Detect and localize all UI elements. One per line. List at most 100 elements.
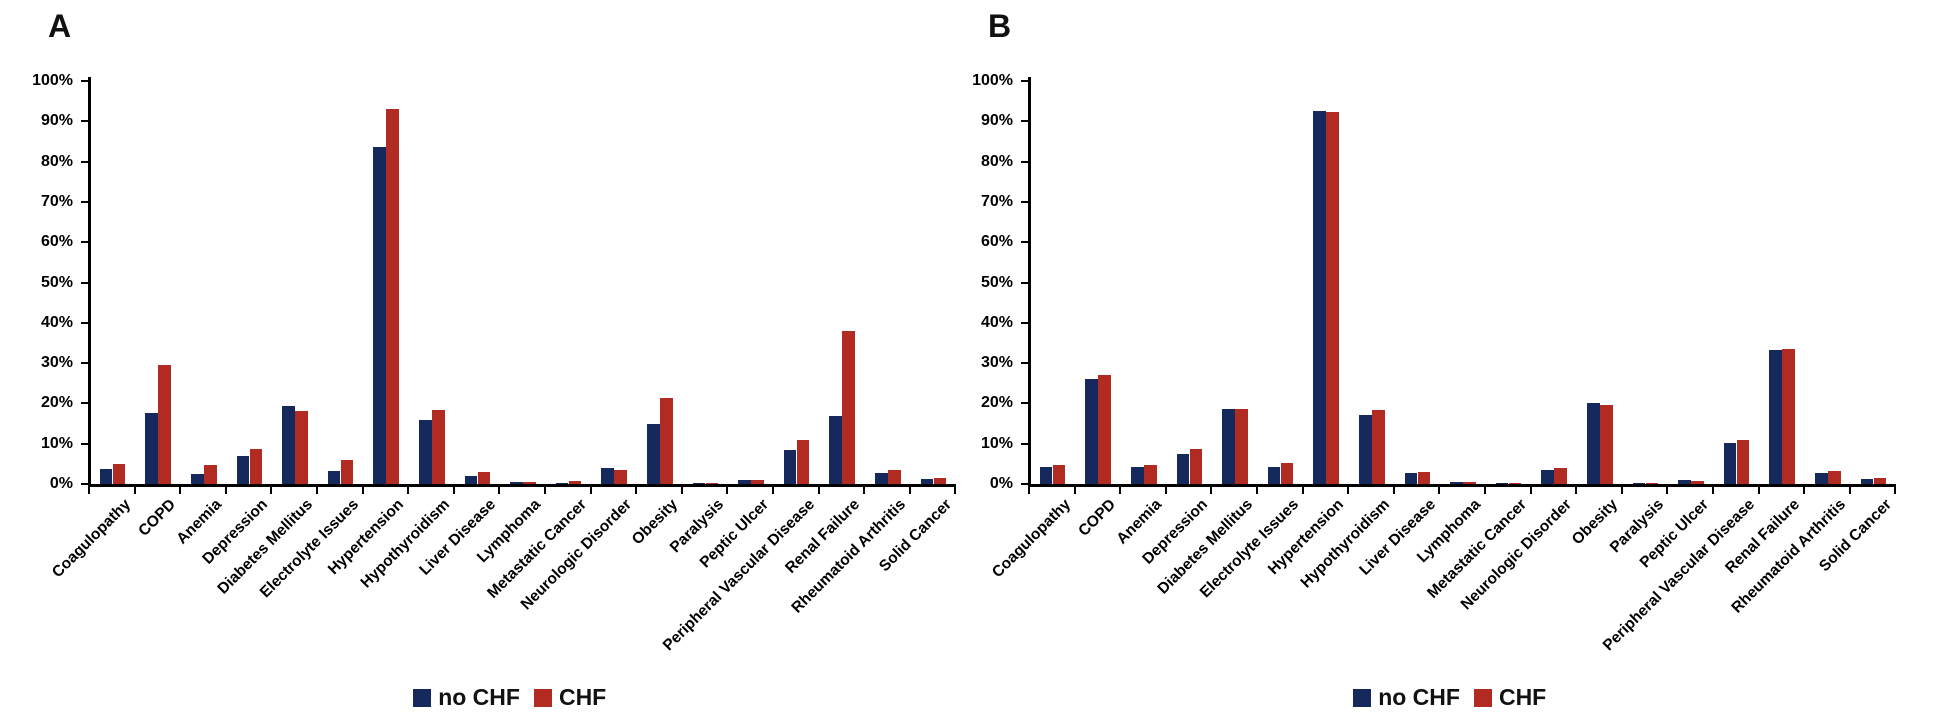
x-axis-tick	[589, 486, 592, 494]
x-axis-tick	[1484, 486, 1486, 494]
bar-chf-hypertension	[1326, 112, 1339, 484]
bar-chf-lymphoma	[523, 481, 536, 484]
bar-chf-rheumatoid-arthritis	[1828, 471, 1841, 484]
y-axis-tick-label: 40%	[980, 313, 1013, 331]
x-axis-tick	[1529, 486, 1532, 494]
bar-no-chf-electrolyte-issues	[1267, 466, 1281, 484]
y-axis-tick	[81, 442, 89, 445]
panel-b-title: B	[988, 8, 1012, 44]
bar-chf-hypertension	[386, 109, 399, 484]
y-axis-tick-label: 10%	[980, 434, 1013, 452]
bar-chf-depression	[1189, 448, 1203, 484]
x-axis-tick	[1666, 486, 1669, 494]
bar-no-chf-metastatic-cancer	[1495, 483, 1509, 484]
y-axis-tick-label: 100%	[32, 72, 73, 89]
bar-no-chf-hypertension	[1313, 111, 1326, 484]
bar-no-chf-anemia	[1131, 467, 1144, 484]
bar-chf-electrolyte-issues	[340, 460, 354, 484]
x-axis-tick	[635, 486, 638, 494]
y-axis-tick	[1021, 442, 1029, 445]
x-axis-tick	[179, 486, 182, 494]
x-axis-tick	[1894, 486, 1897, 494]
x-axis-tick	[544, 486, 546, 494]
legend-item-chf: CHF	[1473, 684, 1546, 711]
bar-no-chf-diabetes-mellitus	[1222, 408, 1235, 484]
y-axis-tick-label: 50%	[40, 273, 73, 291]
bar-chf-depression	[249, 448, 263, 484]
bar-chf-obesity	[660, 397, 673, 484]
bar-no-chf-paralysis	[692, 482, 706, 484]
bar-no-chf-obesity	[1587, 403, 1600, 484]
y-axis-tick	[81, 281, 89, 284]
bar-chf-peripheral-vascular-disease	[1736, 440, 1750, 484]
x-axis-tick	[1848, 486, 1851, 494]
bar-chf-coagulopathy	[1052, 464, 1066, 484]
x-axis-line	[88, 484, 957, 487]
bar-no-chf-copd	[1085, 378, 1098, 484]
y-axis-tick-label: 90%	[980, 112, 1013, 130]
bar-no-chf-copd	[145, 412, 158, 484]
x-axis-tick	[954, 486, 957, 494]
bar-no-chf-metastatic-cancer	[555, 482, 569, 484]
bar-no-chf-peripheral-vascular-disease	[1723, 443, 1737, 484]
y-axis-tick-label: 70%	[980, 192, 1013, 210]
bar-chf-copd	[158, 364, 171, 484]
y-axis-tick-label: 70%	[40, 192, 73, 210]
x-axis-tick	[772, 486, 774, 494]
bar-chf-solid-cancer	[1873, 478, 1887, 484]
y-axis-tick	[1021, 80, 1029, 82]
panel-b-legend: no CHF CHF	[1353, 684, 1546, 711]
chf-swatch-icon	[1473, 688, 1492, 707]
bar-chf-hypothyroidism	[1372, 410, 1385, 484]
bar-no-chf-electrolyte-issues	[327, 470, 341, 484]
legend-label-no-chf: no CHF	[1378, 684, 1460, 710]
bar-no-chf-anemia	[191, 474, 204, 484]
bar-no-chf-solid-cancer	[1860, 479, 1874, 484]
x-axis-tick	[1164, 486, 1167, 494]
bar-no-chf-diabetes-mellitus	[282, 406, 295, 484]
bar-no-chf-liver-disease	[1404, 473, 1418, 484]
y-axis-tick	[1021, 200, 1029, 203]
no-chf-swatch-icon	[413, 688, 432, 707]
y-axis-tick	[81, 241, 89, 244]
legend-label-no-chf: no CHF	[438, 684, 520, 710]
no-chf-swatch-icon	[1353, 688, 1372, 707]
bar-chf-liver-disease	[477, 472, 491, 484]
y-axis-tick-label: 30%	[980, 354, 1013, 372]
legend-label-chf: CHF	[558, 684, 607, 710]
bar-chf-obesity	[1600, 405, 1613, 484]
bar-no-chf-hypertension	[373, 146, 386, 484]
bar-no-chf-peptic-ulcer	[738, 479, 751, 484]
panel-a-legend: no CHF CHF	[413, 684, 606, 711]
bar-chf-rheumatoid-arthritis	[888, 470, 901, 484]
x-axis-tick	[908, 486, 911, 494]
bar-no-chf-lymphoma	[510, 481, 523, 484]
bar-no-chf-coagulopathy	[1039, 467, 1053, 484]
y-axis-tick	[1021, 120, 1029, 123]
y-axis-tick	[1021, 362, 1029, 365]
x-axis-tick	[316, 486, 318, 494]
y-axis-line	[1028, 77, 1031, 486]
bar-chf-neurologic-disorder	[1554, 468, 1567, 484]
y-axis-tick-label: 40%	[40, 313, 73, 331]
bar-no-chf-hypothyroidism	[419, 420, 432, 484]
y-axis-tick-label: 0%	[49, 475, 73, 492]
y-axis-tick	[81, 160, 89, 163]
bar-chf-paralysis	[1645, 482, 1659, 484]
bar-chf-solid-cancer	[933, 477, 947, 484]
bar-no-chf-hypothyroidism	[1359, 415, 1372, 484]
bar-chf-electrolyte-issues	[1280, 463, 1294, 484]
x-axis-line	[1028, 484, 1897, 487]
bar-no-chf-renal-failure	[829, 416, 842, 484]
x-axis-tick	[88, 486, 90, 494]
x-axis-tick	[1301, 486, 1304, 494]
x-axis-tick	[863, 486, 866, 494]
legend-item-no-chf: no CHF	[413, 684, 520, 711]
bar-chf-peripheral-vascular-disease	[796, 439, 810, 484]
y-axis-tick-label: 20%	[980, 394, 1013, 412]
y-axis-tick	[81, 362, 89, 365]
y-axis-tick	[1021, 321, 1029, 324]
legend-item-chf: CHF	[533, 684, 607, 711]
x-axis-tick	[1712, 486, 1714, 494]
x-axis-tick	[1575, 486, 1578, 494]
